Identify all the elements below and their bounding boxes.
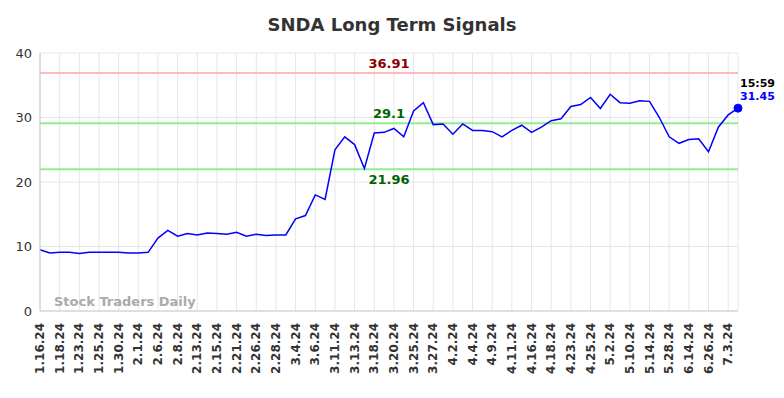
svg-text:5.14.24: 5.14.24 [643, 323, 657, 374]
svg-text:31.45: 31.45 [740, 90, 775, 103]
svg-text:6.14.24: 6.14.24 [682, 323, 696, 374]
svg-text:4.25.24: 4.25.24 [584, 323, 598, 374]
svg-text:2.26.24: 2.26.24 [249, 323, 263, 374]
svg-text:36.91: 36.91 [368, 56, 409, 71]
svg-text:3.13.24: 3.13.24 [348, 323, 362, 374]
svg-text:2.8.24: 2.8.24 [171, 323, 185, 366]
svg-text:4.11.24: 4.11.24 [505, 323, 519, 374]
svg-text:40: 40 [15, 46, 32, 61]
svg-text:1.30.24: 1.30.24 [112, 323, 126, 374]
svg-text:3.20.24: 3.20.24 [387, 323, 401, 374]
svg-text:3.18.24: 3.18.24 [367, 323, 381, 374]
svg-text:7.3.24: 7.3.24 [721, 323, 735, 366]
svg-text:30: 30 [15, 110, 32, 125]
svg-text:4.4.24: 4.4.24 [466, 323, 480, 366]
svg-text:3.4.24: 3.4.24 [289, 323, 303, 366]
svg-text:3.6.24: 3.6.24 [308, 323, 322, 366]
svg-text:1.16.24: 1.16.24 [33, 323, 47, 374]
svg-text:1.23.24: 1.23.24 [72, 323, 86, 374]
svg-text:2.28.24: 2.28.24 [269, 323, 283, 374]
svg-text:2.13.24: 2.13.24 [190, 323, 204, 374]
html-text:Stock Traders Daily: Stock Traders Daily [54, 294, 196, 309]
svg-text:29.1: 29.1 [373, 106, 405, 121]
svg-text:2.21.24: 2.21.24 [230, 323, 244, 374]
svg-text:6.26.24: 6.26.24 [702, 323, 716, 374]
svg-text:0: 0 [24, 304, 32, 319]
svg-text:21.96: 21.96 [368, 172, 409, 187]
svg-text:2.1.24: 2.1.24 [131, 323, 145, 366]
svg-text:5.2.24: 5.2.24 [603, 323, 617, 366]
svg-text:4.18.24: 4.18.24 [544, 323, 558, 374]
svg-text:5.10.24: 5.10.24 [623, 323, 637, 374]
svg-text:4.16.24: 4.16.24 [525, 323, 539, 374]
svg-text:4.9.24: 4.9.24 [485, 323, 499, 366]
html-text:SNDA Long Term Signals: SNDA Long Term Signals [267, 14, 517, 35]
svg-text:4.2.24: 4.2.24 [446, 323, 460, 366]
svg-text:20: 20 [15, 175, 32, 190]
svg-text:2.15.24: 2.15.24 [210, 323, 224, 374]
svg-text:1.18.24: 1.18.24 [53, 323, 67, 374]
svg-text:10: 10 [15, 239, 32, 254]
svg-text:2.6.24: 2.6.24 [151, 323, 165, 366]
svg-text:3.25.24: 3.25.24 [407, 323, 421, 374]
svg-text:3.11.24: 3.11.24 [328, 323, 342, 374]
svg-text:3.27.24: 3.27.24 [426, 323, 440, 374]
svg-text:4.23.24: 4.23.24 [564, 323, 578, 374]
svg-text:1.25.24: 1.25.24 [92, 323, 106, 374]
svg-text:15:59: 15:59 [740, 77, 775, 90]
svg-text:5.28.24: 5.28.24 [662, 323, 676, 374]
